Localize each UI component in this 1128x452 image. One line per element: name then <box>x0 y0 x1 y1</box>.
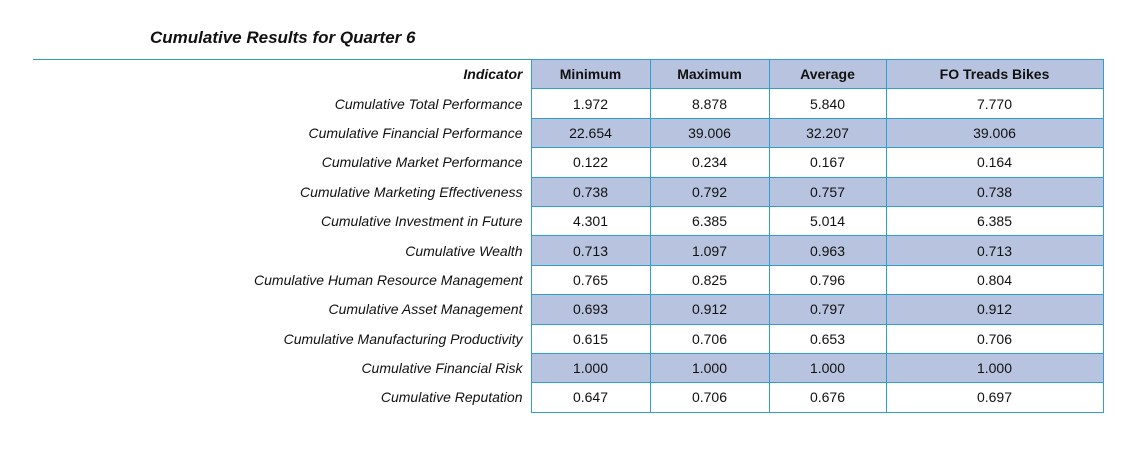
column-header-indicator: Indicator <box>33 59 531 89</box>
maximum-cell: 0.912 <box>649 294 770 325</box>
indicator-cell: Cumulative Market Performance <box>33 147 531 178</box>
average-cell: 32.207 <box>768 117 887 149</box>
average-cell: 5.014 <box>768 205 887 237</box>
minimum-cell: 0.713 <box>530 235 651 266</box>
maximum-cell: 1.000 <box>649 352 770 384</box>
maximum-cell: 1.097 <box>649 235 770 266</box>
table-body: Cumulative Total Performance 1.972 8.878… <box>33 88 1104 413</box>
table-row: Cumulative Human Resource Management 0.7… <box>33 264 1104 296</box>
average-cell: 0.167 <box>768 147 887 178</box>
minimum-cell: 0.122 <box>530 147 651 178</box>
average-cell: 0.653 <box>768 323 887 354</box>
company-cell: 0.738 <box>885 176 1104 207</box>
indicator-cell: Cumulative Investment in Future <box>33 206 531 236</box>
indicator-cell: Cumulative Human Resource Management <box>33 265 531 295</box>
minimum-cell: 22.654 <box>530 117 651 149</box>
table-row: Cumulative Total Performance 1.972 8.878… <box>33 88 1104 119</box>
company-cell: 0.804 <box>885 264 1104 296</box>
minimum-cell: 4.301 <box>530 205 651 237</box>
company-cell: 39.006 <box>885 117 1104 149</box>
indicator-cell: Cumulative Wealth <box>33 235 531 266</box>
maximum-cell: 6.385 <box>649 205 770 237</box>
results-table: Indicator Minimum Maximum Average FO Tre… <box>33 58 1104 413</box>
maximum-cell: 0.234 <box>649 147 770 178</box>
table-row: Cumulative Investment in Future 4.301 6.… <box>33 205 1104 237</box>
indicator-cell: Cumulative Manufacturing Productivity <box>33 324 531 354</box>
company-cell: 7.770 <box>885 88 1104 119</box>
average-cell: 0.963 <box>768 235 887 266</box>
indicator-cell: Cumulative Financial Performance <box>33 118 531 148</box>
table-row: Cumulative Reputation 0.647 0.706 0.676 … <box>33 382 1104 413</box>
average-cell: 0.676 <box>768 382 887 413</box>
minimum-cell: 0.738 <box>530 176 651 207</box>
maximum-cell: 0.792 <box>649 176 770 207</box>
indicator-cell: Cumulative Financial Risk <box>33 353 531 383</box>
table-row: Cumulative Market Performance 0.122 0.23… <box>33 147 1104 178</box>
minimum-cell: 0.647 <box>530 382 651 413</box>
average-cell: 5.840 <box>768 88 887 119</box>
table-row: Cumulative Asset Management 0.693 0.912 … <box>33 294 1104 325</box>
average-cell: 0.796 <box>768 264 887 296</box>
table-row: Cumulative Financial Performance 22.654 … <box>33 117 1104 149</box>
column-header-average: Average <box>768 58 887 90</box>
table-row: Cumulative Financial Risk 1.000 1.000 1.… <box>33 352 1104 384</box>
minimum-cell: 0.765 <box>530 264 651 296</box>
report-title: Cumulative Results for Quarter 6 <box>150 28 416 47</box>
average-cell: 0.797 <box>768 294 887 325</box>
maximum-cell: 0.706 <box>649 382 770 413</box>
indicator-cell: Cumulative Reputation <box>33 382 531 413</box>
table-row: Cumulative Wealth 0.713 1.097 0.963 0.71… <box>33 235 1104 266</box>
table-row: Cumulative Manufacturing Productivity 0.… <box>33 323 1104 354</box>
company-cell: 0.697 <box>885 382 1104 413</box>
indicator-cell: Cumulative Marketing Effectiveness <box>33 177 531 207</box>
maximum-cell: 0.825 <box>649 264 770 296</box>
indicator-cell: Cumulative Total Performance <box>33 88 531 119</box>
header-row: Indicator Minimum Maximum Average FO Tre… <box>33 58 1104 90</box>
average-cell: 0.757 <box>768 176 887 207</box>
company-cell: 0.912 <box>885 294 1104 325</box>
company-cell: 6.385 <box>885 205 1104 237</box>
column-header-company: FO Treads Bikes <box>885 58 1104 90</box>
company-cell: 0.164 <box>885 147 1104 178</box>
column-header-maximum: Maximum <box>649 58 770 90</box>
maximum-cell: 39.006 <box>649 117 770 149</box>
average-cell: 1.000 <box>768 352 887 384</box>
minimum-cell: 0.693 <box>530 294 651 325</box>
company-cell: 1.000 <box>885 352 1104 384</box>
indicator-cell: Cumulative Asset Management <box>33 294 531 325</box>
company-cell: 0.713 <box>885 235 1104 266</box>
column-header-minimum: Minimum <box>530 58 651 90</box>
table-row: Cumulative Marketing Effectiveness 0.738… <box>33 176 1104 207</box>
minimum-cell: 0.615 <box>530 323 651 354</box>
maximum-cell: 8.878 <box>649 88 770 119</box>
minimum-cell: 1.972 <box>530 88 651 119</box>
minimum-cell: 1.000 <box>530 352 651 384</box>
company-cell: 0.706 <box>885 323 1104 354</box>
maximum-cell: 0.706 <box>649 323 770 354</box>
